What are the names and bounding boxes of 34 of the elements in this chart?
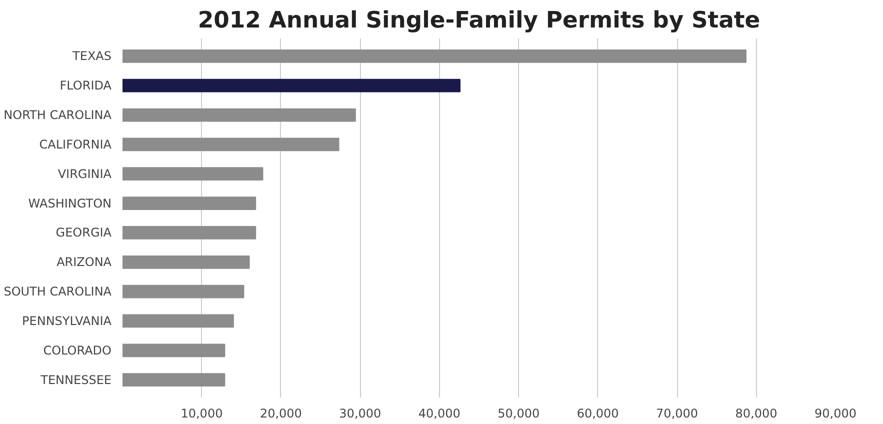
bar bbox=[122, 226, 256, 240]
bar bbox=[122, 314, 234, 328]
y-tick-label: ARIZONA bbox=[56, 255, 112, 270]
y-tick-label: TENNESSEE bbox=[40, 372, 112, 387]
y-tick-label: GEORGIA bbox=[56, 226, 112, 240]
x-tick-label: 80,000 bbox=[735, 406, 778, 420]
bar bbox=[122, 284, 244, 298]
y-tick-label: CALIFORNIA bbox=[39, 137, 112, 152]
y-tick-label: COLORADO bbox=[43, 343, 112, 358]
x-tick-label: 20,000 bbox=[260, 406, 302, 420]
bar bbox=[122, 167, 264, 181]
y-tick-label: NORTH CAROLINA bbox=[4, 108, 112, 122]
bar bbox=[122, 108, 356, 122]
y-tick-label: TEXAS bbox=[72, 49, 112, 64]
x-tick-label: 40,000 bbox=[418, 406, 460, 420]
bar bbox=[122, 255, 250, 269]
x-tick-label: 60,000 bbox=[576, 406, 619, 420]
y-tick-label: SOUTH CAROLINA bbox=[4, 284, 112, 299]
x-tick-label: 70,000 bbox=[656, 406, 698, 420]
x-tick-label: 50,000 bbox=[498, 406, 540, 420]
x-tick-label: 90,000 bbox=[814, 406, 857, 420]
bar bbox=[122, 49, 746, 63]
bar bbox=[122, 196, 256, 210]
x-tick-label: 10,000 bbox=[180, 406, 223, 420]
bar bbox=[122, 138, 340, 152]
y-tick-label: VIRGINIA bbox=[58, 166, 112, 181]
chart-title: 2012 Annual Single-Family Permits by State bbox=[198, 8, 760, 34]
y-tick-label: PENNSYLVANIA bbox=[22, 314, 112, 328]
bar bbox=[122, 373, 226, 387]
y-tick-label: WASHINGTON bbox=[28, 196, 112, 210]
bar bbox=[122, 78, 460, 92]
x-tick-label: 30,000 bbox=[339, 406, 382, 420]
y-tick-label: FLORIDA bbox=[60, 78, 112, 93]
bar bbox=[122, 344, 226, 358]
